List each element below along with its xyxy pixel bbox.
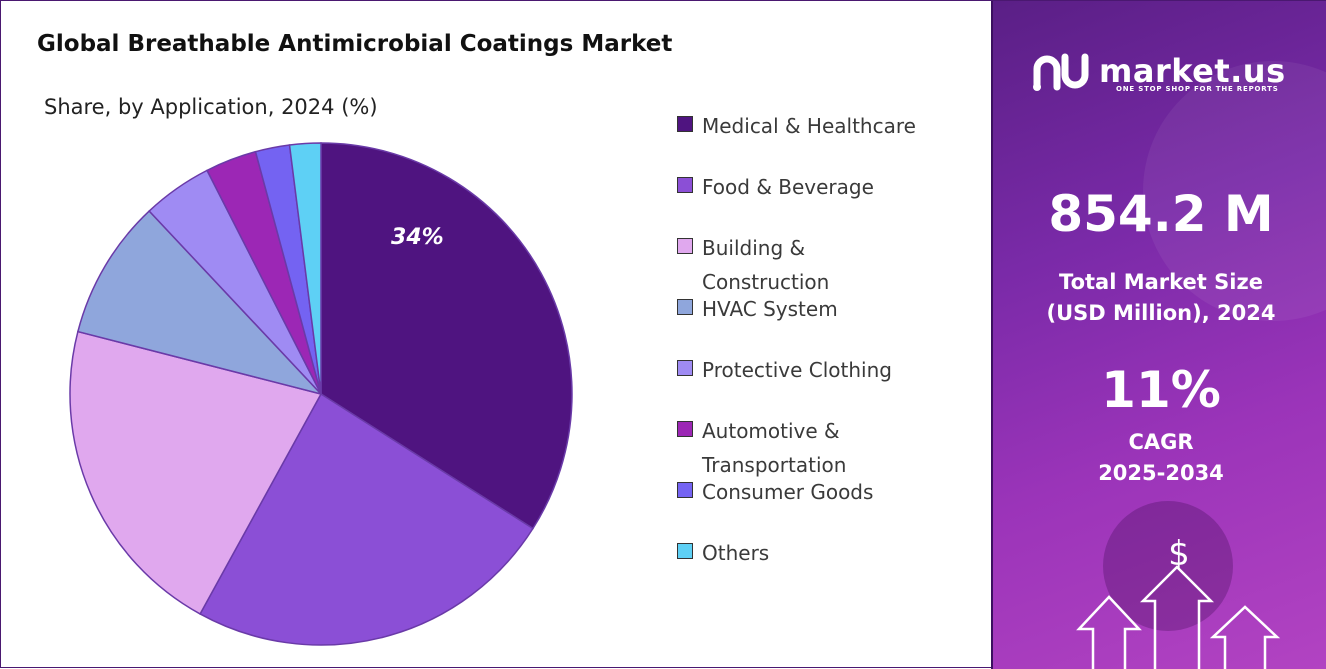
chart-panel: Global Breathable Antimicrobial Coatings… <box>1 1 991 667</box>
legend-swatch <box>677 116 693 132</box>
legend-item: Automotive & Transportation <box>677 414 932 482</box>
chart-subtitle: Share, by Application, 2024 (%) <box>44 95 378 119</box>
legend-label: Building & Construction <box>702 236 830 294</box>
market-size-label-line2: (USD Million), 2024 <box>1046 301 1276 325</box>
legend-item: Protective Clothing <box>677 353 932 387</box>
pie-slice-others <box>288 142 322 395</box>
growth-arrows-decoration: $ <box>1076 534 1281 669</box>
cagr-label-line2: 2025-2034 <box>1098 461 1224 485</box>
dollar-icon: $ <box>1168 534 1190 574</box>
brand-tagline: ONE STOP SHOP FOR THE REPORTS <box>1116 85 1279 93</box>
legend-swatch <box>677 177 693 193</box>
brand-logo: market.us <box>1033 49 1286 93</box>
brand-name: market.us <box>1099 52 1286 90</box>
arrow-up-icon <box>1076 565 1281 669</box>
legend-item: Consumer Goods <box>677 475 932 509</box>
legend-swatch <box>677 238 693 254</box>
legend-item: Others <box>677 536 932 570</box>
pie-slice-building-construction <box>69 330 323 615</box>
legend-swatch <box>677 543 693 559</box>
chart-title: Global Breathable Antimicrobial Coatings… <box>37 31 673 57</box>
coin-decoration <box>1103 501 1233 631</box>
cagr-label-line1: CAGR <box>1128 430 1194 454</box>
cagr-value: 11% <box>1101 361 1221 419</box>
market-size-label-line1: Total Market Size <box>1059 270 1263 294</box>
pie-chart: 34% <box>69 142 573 646</box>
legend-swatch <box>677 421 693 437</box>
legend-item: Medical & Healthcare <box>677 109 932 143</box>
legend-label: Consumer Goods <box>702 480 874 504</box>
legend-label: Others <box>702 541 770 565</box>
legend-item: HVAC System <box>677 292 932 326</box>
legend-item: Food & Beverage <box>677 170 932 204</box>
data-label: 34% <box>391 225 444 250</box>
legend-label: Protective Clothing <box>702 358 892 382</box>
legend-swatch <box>677 482 693 498</box>
legend-label: Medical & Healthcare <box>702 114 916 138</box>
legend-swatch <box>677 299 693 315</box>
legend-swatch <box>677 360 693 376</box>
market-us-logo-icon <box>1033 53 1089 91</box>
legend-label: Automotive & Transportation <box>702 419 847 477</box>
legend-label: HVAC System <box>702 297 838 321</box>
market-size-value: 854.2 M <box>1048 185 1274 243</box>
pie-slice-hvac-system <box>76 209 324 396</box>
pie-slice-medical-healthcare <box>320 142 573 530</box>
stats-panel: market.us ONE STOP SHOP FOR THE REPORTS … <box>991 1 1326 669</box>
legend-item: Building & Construction <box>677 231 932 299</box>
pie-slice-food-beverage <box>199 392 534 646</box>
legend-label: Food & Beverage <box>702 175 874 199</box>
